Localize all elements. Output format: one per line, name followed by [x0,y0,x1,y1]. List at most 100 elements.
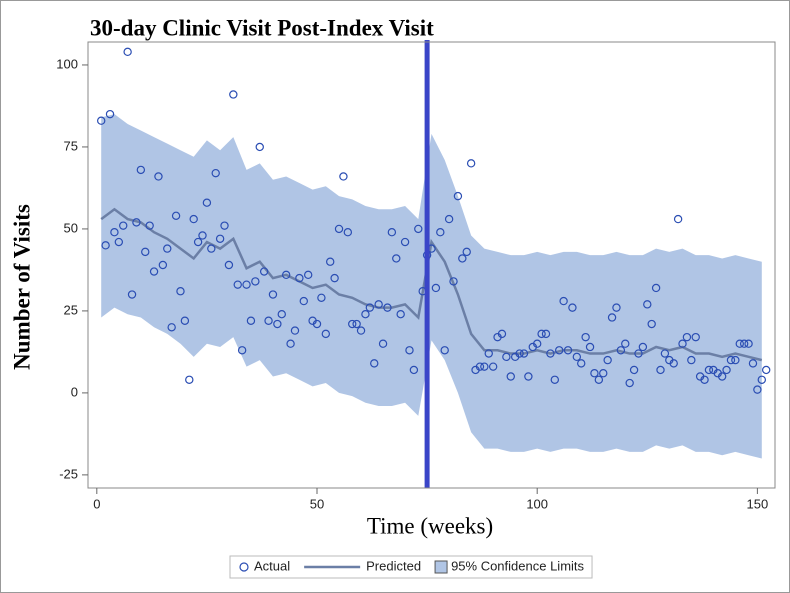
actual-point [691,332,700,342]
actual-point [259,267,269,276]
actual-point [295,273,304,283]
actual-point [136,165,146,175]
x-tick-label: 100 [526,496,548,511]
predicted-line [100,207,763,362]
actual-point [400,237,410,247]
actual-point [193,237,203,247]
actual-point [215,234,225,243]
actual-point [97,116,106,125]
actual-point [348,319,357,329]
actual-point [383,303,392,312]
actual-point [414,224,423,234]
actual-point [673,214,683,224]
legend: Actual Predicted 95% Confidence Limits [229,555,593,579]
actual-point [207,244,216,253]
actual-point [444,214,454,224]
actual-point [180,316,190,325]
actual-point [123,47,132,57]
legend-label: 95% Confidence Limits [451,558,584,573]
actual-point [537,329,546,339]
actual-point [255,142,264,152]
actual-point [585,342,595,352]
actual-point [387,228,397,237]
actual-point [281,270,291,280]
actual-point [290,326,300,335]
y-tick-label: -25 [59,466,78,481]
actual-point [599,369,608,378]
actual-point [132,218,141,227]
actual-point [321,329,331,339]
actual-point [717,372,727,381]
actual-point [154,172,163,181]
actual-point [167,323,176,332]
actual-point [189,214,198,224]
actual-point [105,109,115,119]
actual-point [458,254,467,263]
actual-point [224,260,234,270]
actual-point [700,375,709,384]
actual-point [185,375,194,384]
actual-point [127,290,137,299]
actual-point [370,359,379,368]
actual-point [198,231,207,240]
actual-point [330,273,339,283]
actual-point [237,346,247,355]
actual-point [704,365,714,375]
actual-point [497,329,507,339]
actual-point [365,303,375,312]
actual-point [158,260,168,270]
actual-point [163,244,172,253]
actual-point [378,339,388,348]
actual-point [577,359,586,368]
legend-marker [434,560,448,574]
y-axis-label: Number of Visits [9,204,34,370]
actual-point [568,303,577,312]
actual-point [660,349,670,358]
actual-point [744,339,753,348]
legend-marker [239,562,249,572]
actual-point [149,267,159,276]
x-tick-label: 50 [310,496,324,511]
actual-point [678,339,687,348]
actual-point [607,313,617,322]
actual-point [303,270,313,280]
actual-point [546,349,555,358]
actual-point [246,316,256,325]
actual-point [114,237,124,247]
legend-label: Actual [254,558,290,573]
actual-point [748,359,758,368]
actual-point [312,319,322,329]
x-tick-label: 150 [747,496,769,511]
x-tick-label: 0 [93,496,100,511]
actual-point [141,247,150,257]
actual-point [110,228,119,237]
actual-point [616,346,626,355]
actual-point [326,257,335,266]
actual-point [550,375,560,384]
actual-point [634,349,643,358]
actual-point [176,287,185,296]
actual-point [233,280,242,289]
actual-point [466,159,476,168]
actual-point [220,221,229,230]
actual-point [731,355,740,365]
actual-point [739,339,749,348]
actual-point [651,283,661,293]
actual-point [392,254,401,263]
legend-box [229,555,593,579]
actual-point [669,359,678,368]
plot-area [97,40,771,488]
actual-point [638,342,648,352]
actual-point [735,339,744,348]
y-tick-label: 0 [71,384,78,399]
actual-point [286,339,295,348]
actual-point [242,280,251,289]
y-tick-label: 75 [64,138,78,153]
actual-point [431,283,441,293]
chart-title: 30-day Clinic Visit Post-Index Visit [90,15,434,40]
actual-point [119,221,128,230]
actual-point [462,247,471,257]
actual-point [361,309,370,319]
